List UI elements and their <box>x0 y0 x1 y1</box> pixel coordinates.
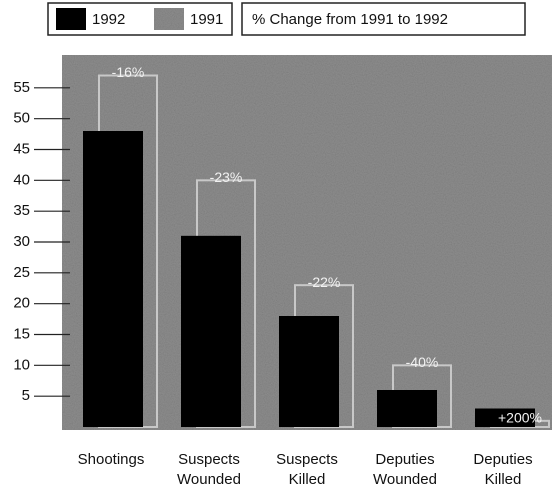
bar-1992 <box>279 316 339 427</box>
change-label: -40% <box>406 354 439 370</box>
legend-note: % Change from 1991 to 1992 <box>252 11 448 28</box>
legend-swatch <box>56 8 86 30</box>
bar-1992 <box>83 131 143 427</box>
x-tick-label: Suspects Killed <box>276 451 338 488</box>
y-tick-label: 35 <box>13 202 30 219</box>
legend-box <box>47 2 233 36</box>
y-tick-label: 40 <box>13 171 30 188</box>
bar-1992 <box>377 390 437 427</box>
x-tick-label: Deputies Killed <box>473 451 533 488</box>
y-tick-label: 5 <box>22 387 30 404</box>
change-label: -23% <box>210 169 243 185</box>
y-tick-label: 25 <box>13 264 30 281</box>
y-tick-label: 20 <box>13 295 30 312</box>
x-tick-label: Shootings <box>77 451 145 468</box>
change-label: -22% <box>308 274 341 290</box>
legend-label: 1991 <box>190 11 223 28</box>
legend-note-box <box>241 2 526 36</box>
x-tick-label: Deputies Wounded <box>373 451 437 488</box>
change-label: -16% <box>112 64 145 80</box>
y-tick-label: 15 <box>13 325 30 342</box>
x-tick-label: Suspects Wounded <box>177 451 241 488</box>
legend-label: 1992 <box>92 11 125 28</box>
legend-swatch <box>154 8 184 30</box>
y-tick-label: 30 <box>13 233 30 250</box>
bar-1992 <box>181 235 241 427</box>
bar-1992 <box>475 408 535 427</box>
y-tick-label: 45 <box>13 140 30 157</box>
y-tick-label: 50 <box>13 110 30 127</box>
y-tick-label: 10 <box>13 356 30 373</box>
change-label: +200% <box>498 410 542 426</box>
y-tick-label: 55 <box>13 79 30 96</box>
